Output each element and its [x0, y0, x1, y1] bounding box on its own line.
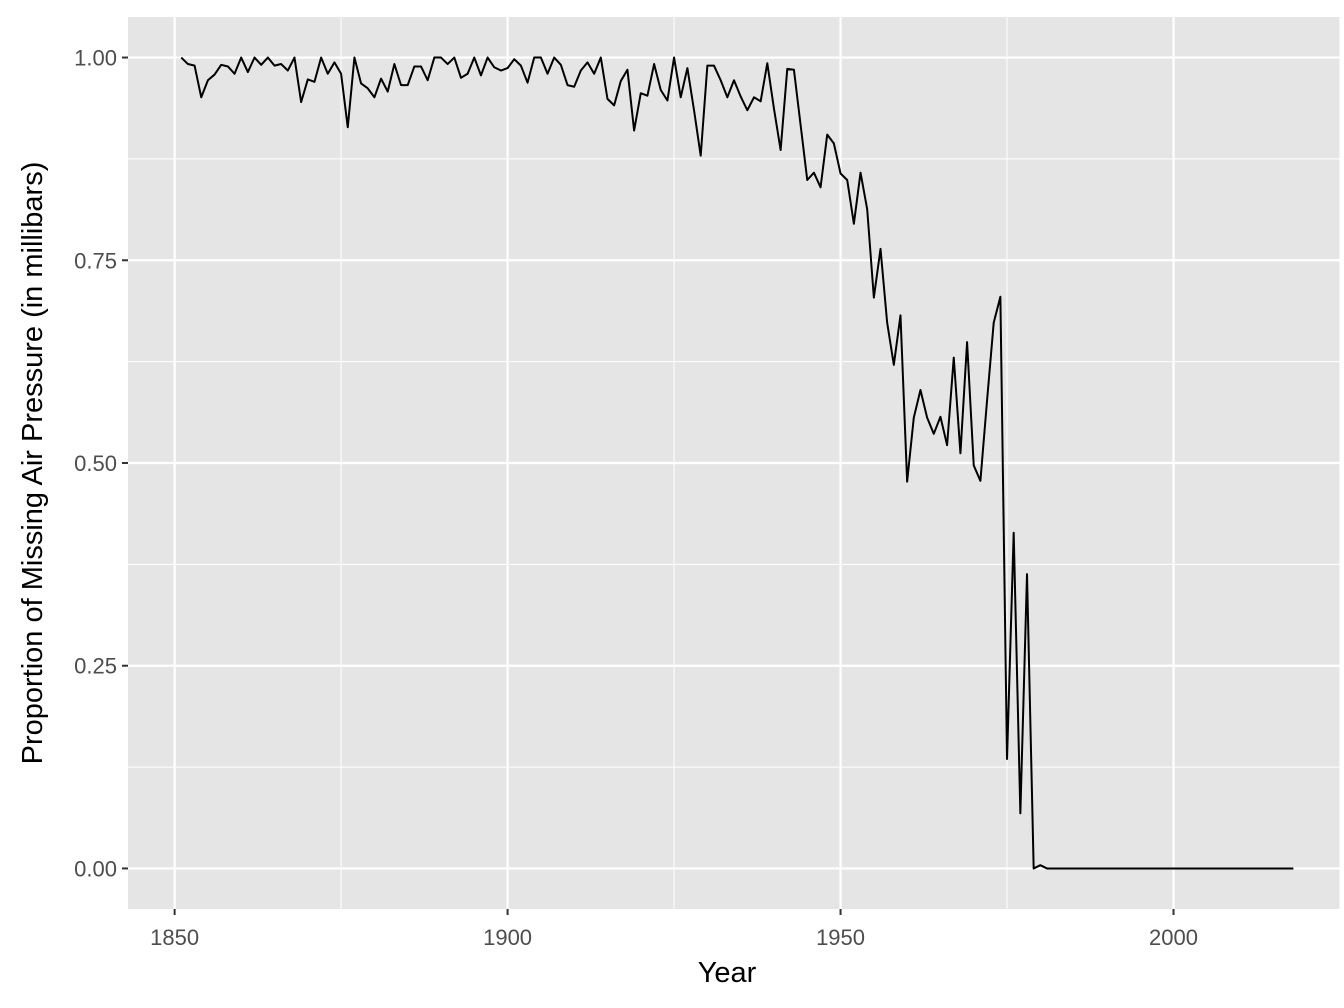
x-tick-label: 1850 — [150, 925, 199, 950]
x-tick-label: 2000 — [1149, 925, 1198, 950]
series-line — [180, 56, 1294, 870]
y-tick-label: 0.75 — [74, 248, 117, 273]
x-tick-label: 1900 — [483, 925, 532, 950]
y-tick-label: 0.00 — [74, 856, 117, 881]
major-gridlines — [128, 17, 1340, 909]
x-tick-label: 1950 — [816, 925, 865, 950]
x-axis: 1850 1900 1950 2000 — [150, 909, 1198, 950]
y-axis-title: Proportion of Missing Air Pressure (in m… — [17, 162, 49, 765]
y-axis: 0.00 0.25 0.50 0.75 1.00 — [74, 46, 128, 881]
y-tick-label: 0.25 — [74, 654, 117, 679]
y-tick-label: 1.00 — [74, 46, 117, 71]
y-tick-label: 0.50 — [74, 451, 117, 476]
x-axis-title: Year — [698, 957, 757, 989]
